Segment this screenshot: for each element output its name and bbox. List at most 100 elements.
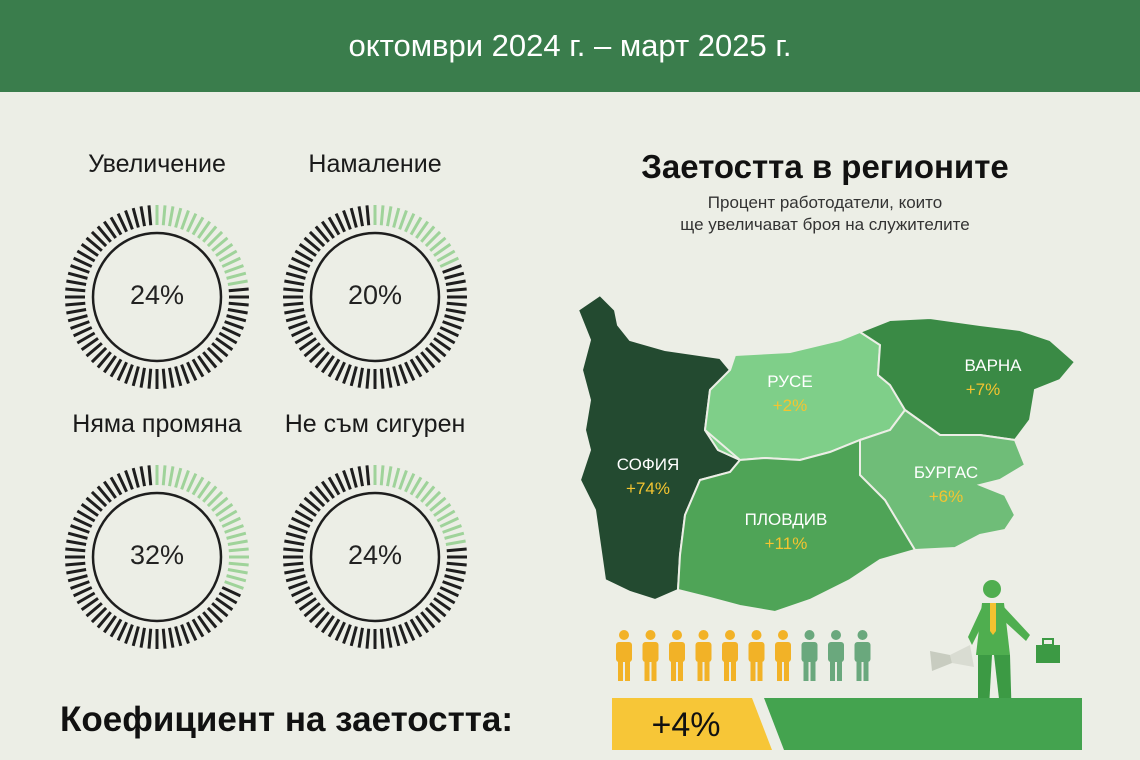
gauge-tick — [228, 561, 249, 567]
gauge-tick — [445, 568, 466, 575]
gauge-tick — [308, 230, 326, 248]
gauge-tick — [215, 597, 234, 611]
gauge-tick — [197, 355, 211, 374]
gauge-tick — [442, 320, 462, 330]
gauge-tick — [202, 225, 218, 243]
person-icon — [748, 630, 765, 681]
gauge-tick — [334, 361, 346, 382]
gauge-tick — [103, 220, 117, 239]
region-value-sofia: +74% — [626, 479, 670, 498]
map-subtitle: Процент работодатели, които ще увеличава… — [600, 192, 1050, 236]
gauge-tick — [298, 503, 317, 517]
gauge-tick — [342, 624, 352, 644]
gauge-tick — [303, 236, 321, 252]
gauge-tick — [342, 210, 352, 230]
region-label-sofia: СОФИЯ — [617, 455, 680, 474]
gauge-tick — [303, 602, 321, 618]
gauge-tick — [103, 355, 117, 374]
region-plovdiv — [676, 429, 917, 614]
gauge-tick — [218, 591, 238, 605]
gauge-tick — [433, 597, 452, 611]
gauge-tick — [290, 256, 311, 268]
gauge-tick — [96, 611, 112, 629]
gauge-tick — [85, 342, 103, 358]
person-icon — [801, 630, 818, 681]
gauge-tick — [439, 326, 460, 338]
gauge-tick — [103, 480, 117, 499]
gauge-tick — [379, 628, 385, 649]
gauge-tick — [398, 624, 408, 644]
gauge-tick — [308, 490, 326, 508]
gauge-tick — [321, 480, 335, 499]
gauge-tick — [227, 279, 248, 286]
gauge-tick — [76, 249, 96, 263]
gauge-tick — [334, 472, 346, 493]
gauge-tick — [442, 524, 462, 534]
gauge-tick — [290, 326, 311, 338]
gauge-tick — [161, 628, 167, 649]
gauge-tick — [284, 279, 305, 286]
gauge-tick — [131, 207, 140, 228]
gauge-tick — [109, 618, 123, 638]
gauge-tick — [392, 366, 401, 387]
gauge-label-no-change: Няма промяна — [72, 410, 242, 438]
gauge-tick — [206, 346, 224, 364]
gauge-tick — [206, 230, 224, 248]
gauge-tick — [215, 503, 234, 517]
gauge-tick — [444, 531, 465, 540]
gauge-tick — [168, 206, 175, 227]
gauge-tick — [415, 615, 429, 634]
gauge-tick — [186, 361, 198, 382]
gauge-tick — [429, 236, 447, 252]
gauge-not-sure — [283, 465, 467, 649]
gauge-tick — [139, 627, 146, 648]
gauge-tick — [446, 547, 467, 553]
gauge-tick — [174, 207, 183, 228]
gauge-tick — [80, 337, 99, 351]
gauge-tick — [429, 496, 447, 512]
gauge-tick — [70, 320, 90, 330]
gauge-tick — [206, 490, 224, 508]
gauge-tick — [211, 496, 229, 512]
gauge-tick — [342, 364, 352, 384]
gauge-tick — [321, 615, 335, 634]
gauge-tick — [147, 465, 153, 486]
gauge-tick — [161, 465, 167, 486]
gauge-tick — [284, 568, 305, 575]
gauge-tick — [221, 586, 242, 598]
person-icon — [828, 630, 844, 681]
gauge-tick — [283, 287, 304, 293]
people-row — [616, 630, 871, 681]
gauge-tick — [90, 346, 108, 364]
gauge-tick — [96, 485, 112, 503]
region-label-burgas: БУРГАС — [914, 463, 978, 482]
gauge-tick — [180, 364, 190, 384]
gauge-tick — [66, 279, 87, 286]
gauge-tick — [168, 466, 175, 487]
gauge-tick — [174, 467, 183, 488]
gauge-tick — [180, 470, 190, 490]
gauge-tick — [70, 524, 90, 534]
gauge-tick — [386, 466, 393, 487]
person-icon — [669, 630, 685, 681]
gauge-tick — [186, 621, 198, 642]
person-icon — [616, 630, 632, 681]
gauge-tick — [439, 586, 460, 598]
gauge-tick — [202, 351, 218, 369]
gauge-tick — [186, 212, 198, 233]
bulgaria-map: СОФИЯ +74% РУСЕ +2% ВАРНА +7% ПЛОВДИВ +1… — [576, 293, 1077, 614]
gauge-tick — [131, 626, 140, 647]
gauge-tick — [174, 366, 183, 387]
gauge-tick — [424, 606, 442, 624]
gauge-tick — [379, 368, 385, 389]
gauge-tick — [76, 331, 96, 345]
gauge-tick — [139, 206, 146, 227]
gauge-tick — [298, 337, 317, 351]
gauge-tick — [409, 618, 423, 638]
region-value-plovdiv: +11% — [765, 534, 808, 553]
gauge-tick — [124, 470, 134, 490]
gauge-tick — [365, 368, 371, 389]
gauge-value-increase: 24% — [129, 280, 185, 310]
gauge-tick — [221, 516, 242, 528]
gauge-tick — [303, 496, 321, 512]
